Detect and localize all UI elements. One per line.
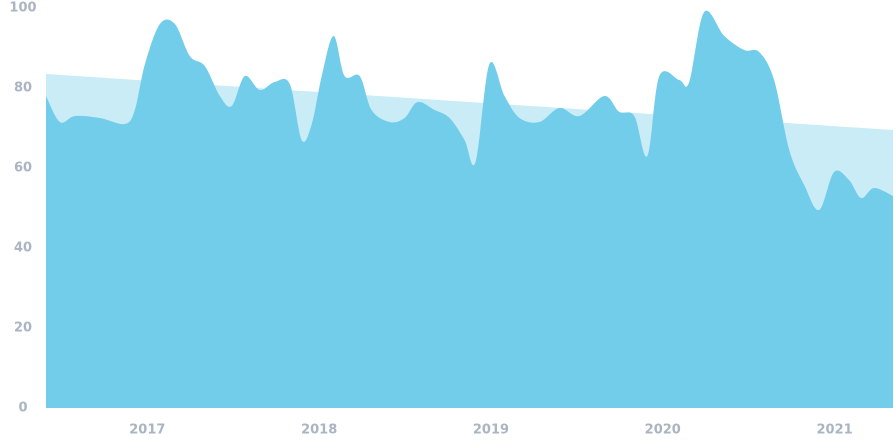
y-tick-label: 60 xyxy=(14,161,32,176)
y-tick-label: 40 xyxy=(14,241,32,256)
x-tick-label: 2020 xyxy=(645,423,681,438)
x-tick-label: 2017 xyxy=(129,423,165,438)
x-tick-label: 2021 xyxy=(816,423,852,438)
x-tick-label: 2018 xyxy=(301,423,337,438)
y-tick-label: 100 xyxy=(9,1,36,16)
y-tick-label: 0 xyxy=(18,401,27,416)
x-tick-label: 2019 xyxy=(473,423,509,438)
area xyxy=(46,10,893,409)
y-tick-label: 20 xyxy=(14,321,32,336)
y-tick-label: 80 xyxy=(14,81,32,96)
